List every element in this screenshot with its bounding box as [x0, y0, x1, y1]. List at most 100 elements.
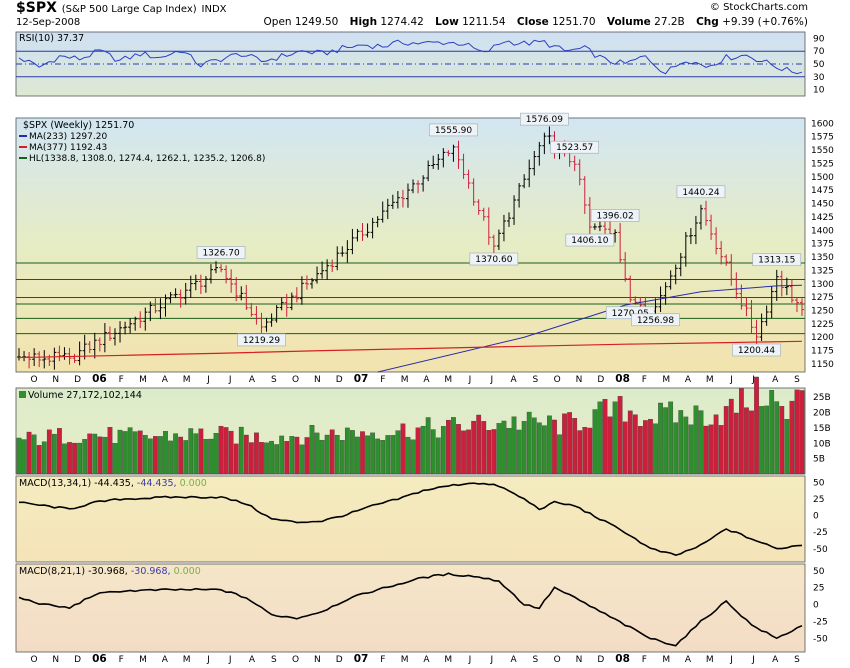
volume-bar	[723, 406, 729, 475]
volume-bar	[127, 427, 133, 475]
m1-tick-label: -25	[813, 528, 828, 538]
volume-bar	[425, 417, 431, 475]
m2-tick-label: -50	[813, 634, 828, 644]
price-month-label: J	[751, 375, 755, 385]
price-month-label: J	[468, 375, 472, 385]
panel-m1	[15, 475, 806, 563]
price-tick-label: 1400	[811, 226, 834, 236]
volume-bar	[471, 420, 477, 475]
volume-bar	[627, 410, 633, 475]
brand: © StockCharts.com	[709, 2, 808, 13]
m2-tick-label: 50	[813, 567, 825, 577]
volume-bar	[339, 440, 345, 475]
price-tick-label: 1375	[811, 240, 834, 250]
volume-bar	[395, 430, 401, 475]
price-tick-label: 1475	[811, 186, 834, 196]
volume-bar	[774, 401, 780, 475]
volume-bar	[132, 431, 138, 475]
volume-bar	[385, 435, 391, 475]
bottom-month-label: M	[139, 655, 147, 665]
volume-bar	[663, 407, 668, 475]
volume-bar	[26, 431, 32, 475]
volume-bar	[329, 429, 335, 475]
price-tick-label: 1200	[811, 333, 834, 343]
price-month-label: A	[249, 375, 256, 385]
volume-bar	[481, 421, 487, 475]
price-annotation: 1270.05	[612, 309, 649, 319]
volume-bar	[57, 428, 62, 475]
volume-bar	[31, 434, 37, 475]
volume-bar	[370, 432, 375, 475]
volume-bar	[592, 409, 598, 475]
volume-bar	[264, 442, 269, 475]
bottom-month-label: O	[554, 655, 561, 665]
price-month-label: F	[380, 375, 385, 385]
price-month-label: D	[74, 375, 81, 385]
bottom-month-label: F	[119, 655, 124, 665]
volume-bar	[784, 418, 790, 475]
volume-bar	[688, 424, 694, 475]
bottom-month-label: A	[423, 655, 430, 665]
bottom-month-label: F	[380, 655, 385, 665]
volume-bar	[506, 428, 512, 475]
price-tick-label: 1550	[811, 146, 834, 156]
volume-bar	[274, 444, 280, 475]
volume-value: 27.2B	[654, 16, 685, 28]
volume-bar	[238, 426, 244, 475]
price-month-label: O	[554, 375, 561, 385]
volume-bar	[213, 433, 219, 475]
price-annotation: 1523.57	[556, 143, 593, 153]
volume-bar	[147, 438, 153, 475]
volume-bar	[294, 436, 300, 475]
volume-bar	[72, 442, 77, 475]
price-annotation: 1326.70	[202, 248, 239, 258]
price-tick-label: 1350	[811, 253, 834, 263]
volume-bar	[446, 419, 451, 475]
price-month-label: A	[162, 375, 169, 385]
price-tick-label: 1325	[811, 266, 834, 276]
volume-bar	[678, 410, 684, 475]
bottom-month-label: N	[576, 655, 583, 665]
volume-bar	[668, 401, 674, 475]
volume-bar	[607, 416, 613, 475]
volume-bar	[496, 423, 502, 475]
volume-bar	[759, 406, 764, 475]
volume-bar	[769, 390, 775, 475]
price-tick-label: 1450	[811, 200, 834, 210]
chg-value: +9.39 (+0.76%)	[722, 16, 808, 28]
volume-bar	[102, 436, 108, 475]
low-value: 1211.54	[462, 16, 506, 28]
price-month-label: A	[772, 375, 779, 385]
rsi-tick-label: 50	[813, 60, 825, 70]
chart-date: 12-Sep-2008	[16, 17, 81, 28]
m1-tick-label: 50	[813, 479, 825, 489]
price-month-label: S	[794, 375, 800, 385]
volume-bar	[531, 417, 537, 475]
volume-bar	[193, 433, 199, 475]
volume-bar	[97, 436, 103, 475]
bottom-month-label: A	[511, 655, 518, 665]
volume-bar	[117, 429, 123, 475]
high-value: 1274.42	[380, 16, 424, 28]
volume-bar	[168, 440, 173, 475]
volume-bar	[188, 428, 194, 475]
price-month-label: M	[706, 375, 714, 385]
m2-line	[18, 572, 803, 647]
price-month-label: N	[314, 375, 321, 385]
panel-m2	[15, 563, 806, 653]
ma377-line	[18, 340, 803, 359]
price-month-label: M	[444, 375, 452, 385]
volume-bar	[208, 438, 214, 475]
bottom-month-label: J	[468, 655, 472, 665]
price-annotation-box	[631, 313, 680, 327]
volume-bar	[279, 435, 285, 475]
bottom-month-label: S	[533, 655, 539, 665]
volume-bar	[21, 439, 27, 475]
close-value: 1251.70	[552, 16, 596, 28]
volume-bar	[435, 437, 441, 475]
bottom-month-label: J	[489, 655, 493, 665]
volume-bar	[683, 416, 689, 475]
volume-bar	[718, 425, 724, 475]
volume-bar	[304, 437, 310, 475]
